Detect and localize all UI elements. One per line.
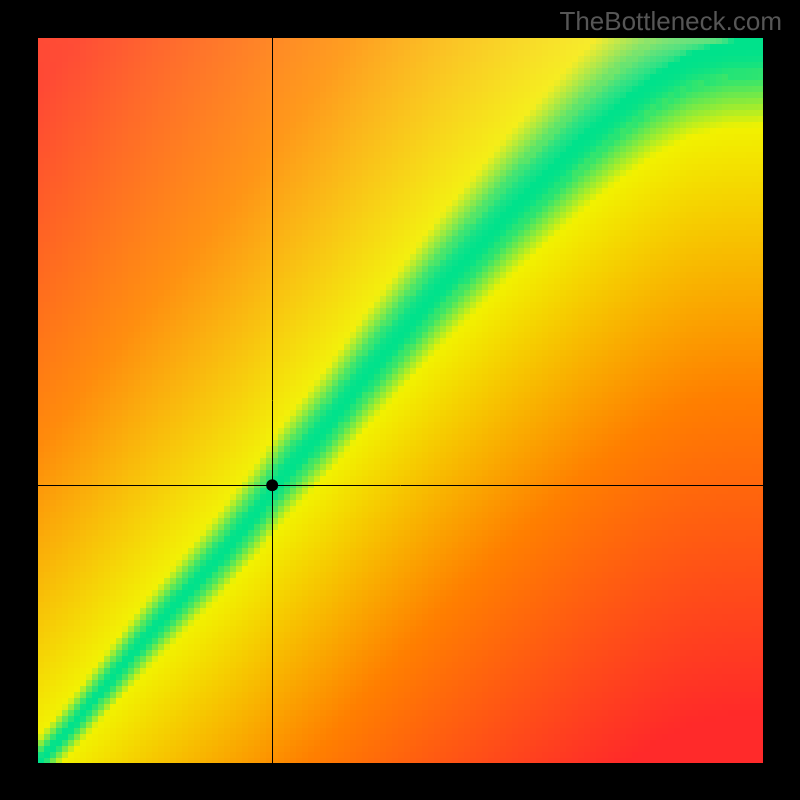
bottleneck-heatmap — [0, 0, 800, 800]
chart-area — [0, 0, 800, 800]
watermark-text: TheBottleneck.com — [559, 6, 782, 37]
